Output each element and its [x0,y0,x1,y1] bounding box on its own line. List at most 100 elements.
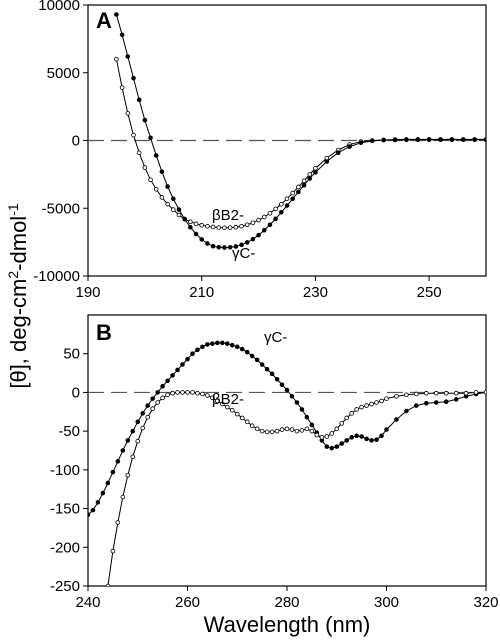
panel-a-series-gammac-point [273,216,278,222]
panel-b-y-tick-label: -50 [58,423,80,440]
x-axis-title: Wavelength (nm) [204,612,371,637]
panel-a-series-betab2-point [131,132,136,138]
panel-b-series-gammac-point [125,438,131,443]
panel-a-series-gammac-point [358,140,364,146]
panel-a-series-gammac-point [415,137,421,142]
panel-b-series-gammac-point [225,341,230,346]
panel-b-x-tick-label: 240 [75,594,100,611]
panel-a-series-betab2-point [142,165,148,170]
panel-a-series-gammac-point [114,12,119,17]
panel-b-x-tick-label: 320 [473,594,498,611]
panel-b-series-gammac-point [374,437,379,442]
panel-b-series-gammac-point [279,382,285,387]
panel-b-series-betab2-point [145,414,151,420]
panel-a-series-gammac-point [119,32,125,38]
panel-b-series-betab2-point [423,390,429,396]
panel-b-series-betab2-point [229,407,235,413]
panel-b-series-betab2-point [215,398,220,404]
panel-a-y-tick-label: 0 [72,133,80,150]
panel-b-y-tick-label: -250 [50,578,80,595]
panel-b-series-gammac-point [115,459,121,464]
panel-b-series-gammac-point [364,436,369,442]
panel-b-series-gammac-point [234,344,240,350]
panel-a-y-tick-label: -5000 [42,200,80,217]
panel-a-series-gammac-point [392,137,398,142]
panel-b-series-betab2-point [244,419,250,425]
panel-a-series-gammac-point [296,189,301,195]
panel-b-series-betab2-point [294,428,300,434]
panel-b-series-betab2-point [453,390,459,396]
panel-b-series-gammac-point [289,393,295,399]
panel-a-series-gammac-point [426,137,432,142]
panel-a-series-gammac-point [284,203,290,208]
panel-b-series-gammac-point [244,349,250,355]
panel-a-series-gammac-point [148,135,153,141]
panel-a-series-betab2-point [239,223,244,229]
y-axis-title: [θ], deg-cm2-dmol-1 [5,203,31,389]
panel-b-series-betab2-point [369,401,374,407]
panel-b-series-betab2-point [110,548,116,554]
panel-b-y-tick-label: 0 [72,384,80,401]
panel-a-series-gammac-point [449,137,455,142]
panel-b-y-tick-label: -150 [50,501,80,518]
panel-b-series-gammac-point [284,387,290,393]
panel-b-x-tick-label: 300 [374,594,399,611]
panel-b-series-betab2-point [239,415,245,421]
panel-a-series-betab2-point [227,225,233,230]
panel-a-series-gammac-point [483,137,486,142]
panel-b-series-gammac-point [160,383,165,389]
panel-b-series-gammac-point [453,397,459,402]
panel-b-series-betab2-point [225,404,230,410]
panel-b-series-gammac-point [120,448,126,453]
panel-a-series-gammac-point [142,117,148,123]
panel-b-series-gammac-point [110,469,116,475]
panel-b-x-tick-label: 260 [175,594,200,611]
panel-b-series-gammac-point [379,433,384,439]
panel-a-series-gammac-point [233,244,239,249]
panel-a-series-betab2-point [279,201,284,207]
panel-a-series-gammac-point [335,150,341,155]
panel-b-series-gammac-point [220,340,225,346]
panel-b-series-betab2-point [319,435,325,440]
panel-a-series-gammac-point [404,137,409,142]
panel-a-series-betab2-point [176,212,182,218]
panel-a-series-gammac-point [347,144,352,149]
panel-a-series-betab2-point [193,221,199,227]
panel-b-series-betab2-point [259,428,265,434]
panel-b-series-gammac-point [423,400,429,406]
panel-b-series-gammac-point [100,490,106,496]
panel-a-series-betab2-point [216,225,222,230]
panel-b-series-betab2-point [135,438,141,444]
panel-b-series-betab2-point [359,404,364,410]
panel-a-series-betab2-point [148,177,153,183]
panel-b-series-betab2-point [249,423,255,429]
panel-b-series-betab2-point [364,403,369,408]
panel-b-series-betab2-point [254,426,260,432]
panel-b-series-gammac-point [150,396,155,401]
panel-b-series-betab2-point [170,390,175,396]
panel-a-series-betab2-point [170,207,176,212]
panel-a-series-betab2-point [233,224,239,230]
panel-a-series-gammac-point [165,184,170,189]
panel-b-series-betab2-label: βB2- [212,391,244,408]
panel-b-series-betab2-point [210,395,215,401]
y-axis-title-part: [θ], deg-cm [6,279,31,389]
panel-a-series-betab2-point [244,222,250,228]
panel-a-series-gammac-point [250,236,256,242]
panel-a-series-gammac-point [381,137,386,143]
panel-b-series-gammac-point [394,417,399,422]
panel-b-series-betab2-point [289,427,295,432]
panel-b-series-gammac-point [334,444,340,449]
panel-b-series-gammac-point [190,351,195,357]
panel-b-series-betab2-point [180,390,185,395]
panel-b-series-gammac-point [254,357,260,363]
panel-b-series-gammac-point [404,408,409,414]
panel-b-series-gammac-point [185,356,190,362]
panel-a-x-tick-label: 230 [303,284,328,301]
panel-a-series-betab2-point [296,184,301,190]
panel-b-series-gammac-point [195,347,200,353]
panel-b-series-betab2-line [107,391,486,586]
panel-b-series-gammac-point [329,445,335,451]
panel-a-series-betab2-line [115,59,486,229]
